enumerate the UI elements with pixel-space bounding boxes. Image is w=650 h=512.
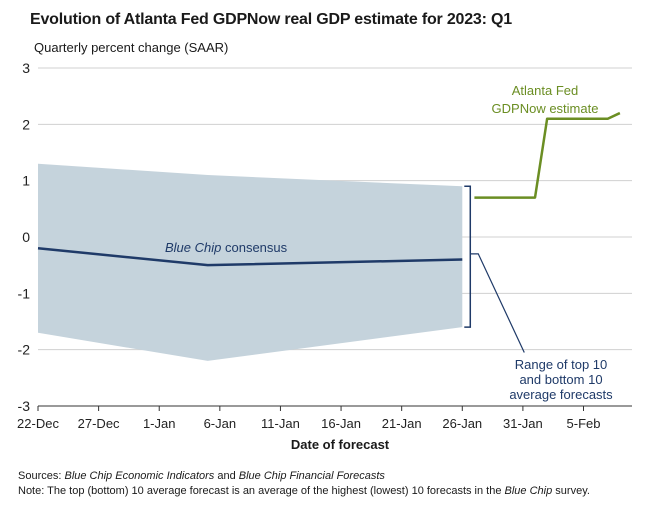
source-2: Blue Chip Financial Forecasts xyxy=(238,470,385,482)
range-annotation: Range of top 10 xyxy=(515,357,608,372)
x-tick-label: 31-Jan xyxy=(503,416,543,431)
range-bracket xyxy=(464,185,472,328)
source-1: Blue Chip Economic Indicators xyxy=(64,470,215,482)
x-tick-label: 26-Jan xyxy=(442,416,482,431)
x-tick-label: 27-Dec xyxy=(78,416,120,431)
y-tick-label: -1 xyxy=(18,285,31,301)
range-band xyxy=(38,163,463,361)
sources-footnote: Sources: Blue Chip Economic Indicators a… xyxy=(18,470,385,482)
x-tick-label: 1-Jan xyxy=(143,416,176,431)
range-leader-line xyxy=(470,253,525,353)
x-tick-label: 6-Jan xyxy=(204,416,237,431)
y-tick-label: 0 xyxy=(22,229,30,245)
gdpnow-annotation: GDPNow estimate xyxy=(492,101,599,116)
x-tick-label: 21-Jan xyxy=(382,416,422,431)
y-tick-label: 1 xyxy=(22,173,30,189)
note-label: Note xyxy=(18,485,42,497)
gdpnow-line xyxy=(474,111,621,199)
chart-title: Evolution of Atlanta Fed GDPNow real GDP… xyxy=(30,11,512,28)
chart-subtitle: Quarterly percent change (SAAR) xyxy=(34,40,229,55)
range-annotation: and bottom 10 xyxy=(519,372,602,387)
sources-label: Sources: xyxy=(18,470,62,482)
gdpnow-annotation: Atlanta Fed xyxy=(512,83,579,98)
y-tick-label: -2 xyxy=(18,342,31,358)
x-tick-label: 16-Jan xyxy=(321,416,361,431)
y-tick-label: 2 xyxy=(22,116,30,132)
x-tick-label: 22-Dec xyxy=(17,416,59,431)
y-tick-label: -3 xyxy=(18,398,31,414)
bluechip-annotation: Blue Chip consensus xyxy=(165,240,288,255)
bluechip-line xyxy=(37,247,463,267)
x-axis-label: Date of forecast xyxy=(290,437,390,452)
x-tick-label: 11-Jan xyxy=(261,416,300,431)
x-tick-label: 5-Feb xyxy=(567,416,601,431)
y-tick-label: 3 xyxy=(22,60,30,76)
note-footnote: Note: The top (bottom) 10 average foreca… xyxy=(18,485,590,497)
range-annotation: average forecasts xyxy=(509,387,613,402)
